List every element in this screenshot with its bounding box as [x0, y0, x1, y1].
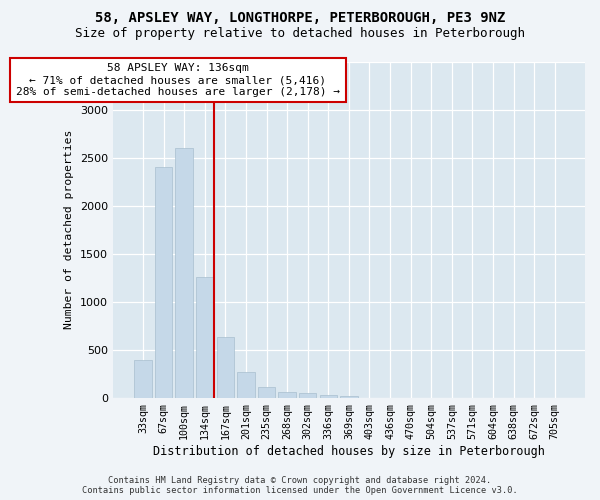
Bar: [175, 148, 193, 398]
Bar: [340, 396, 358, 398]
Bar: [320, 394, 337, 398]
Bar: [299, 393, 316, 398]
Bar: [278, 392, 296, 398]
Bar: [237, 372, 254, 398]
Bar: [134, 360, 152, 398]
Y-axis label: Number of detached properties: Number of detached properties: [64, 130, 74, 330]
Bar: [155, 168, 172, 398]
X-axis label: Distribution of detached houses by size in Peterborough: Distribution of detached houses by size …: [153, 444, 545, 458]
Bar: [196, 277, 214, 398]
Bar: [217, 336, 234, 398]
Text: Contains HM Land Registry data © Crown copyright and database right 2024.
Contai: Contains HM Land Registry data © Crown c…: [82, 476, 518, 495]
Text: 58, APSLEY WAY, LONGTHORPE, PETERBOROUGH, PE3 9NZ: 58, APSLEY WAY, LONGTHORPE, PETERBOROUGH…: [95, 11, 505, 25]
Text: Size of property relative to detached houses in Peterborough: Size of property relative to detached ho…: [75, 28, 525, 40]
Bar: [258, 386, 275, 398]
Text: 58 APSLEY WAY: 136sqm
← 71% of detached houses are smaller (5,416)
28% of semi-d: 58 APSLEY WAY: 136sqm ← 71% of detached …: [16, 64, 340, 96]
